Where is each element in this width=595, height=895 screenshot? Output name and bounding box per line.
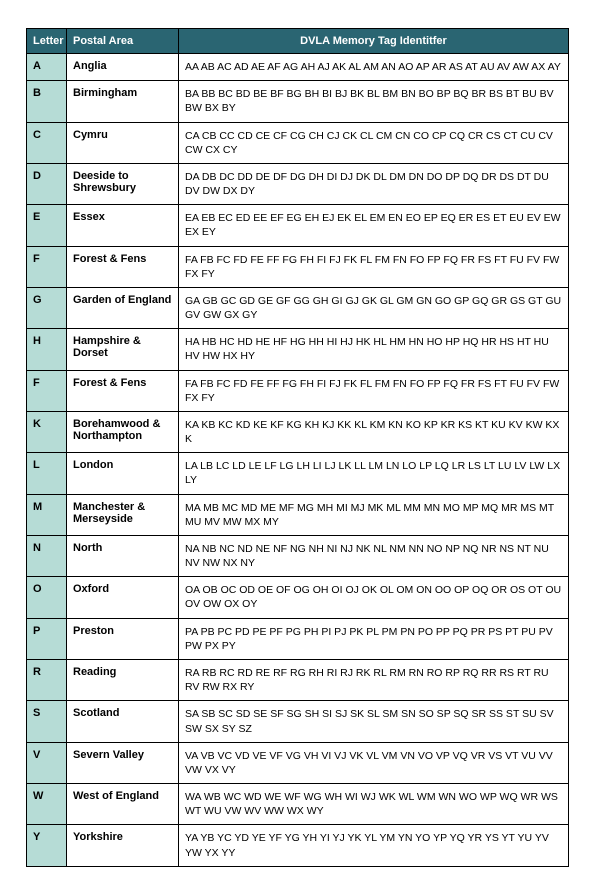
table-row: FForest & FensFA FB FC FD FE FF FG FH FI…: [27, 370, 569, 411]
cell-area: Anglia: [67, 54, 179, 81]
cell-letter: O: [27, 577, 67, 618]
cell-tags: RA RB RC RD RE RF RG RH RI RJ RK RL RM R…: [179, 659, 569, 700]
cell-tags: NA NB NC ND NE NF NG NH NI NJ NK NL NM N…: [179, 535, 569, 576]
cell-tags: CA CB CC CD CE CF CG CH CJ CK CL CM CN C…: [179, 122, 569, 163]
cell-letter: W: [27, 784, 67, 825]
table-row: GGarden of EnglandGA GB GC GD GE GF GG G…: [27, 287, 569, 328]
cell-area: Yorkshire: [67, 825, 179, 866]
cell-tags: LA LB LC LD LE LF LG LH LI LJ LK LL LM L…: [179, 453, 569, 494]
table-row: AAngliaAA AB AC AD AE AF AG AH AJ AK AL …: [27, 54, 569, 81]
table-row: HHampshire & DorsetHA HB HC HD HE HF HG …: [27, 329, 569, 370]
cell-area: Essex: [67, 205, 179, 246]
cell-letter: F: [27, 370, 67, 411]
table-body: AAngliaAA AB AC AD AE AF AG AH AJ AK AL …: [27, 54, 569, 867]
cell-letter: S: [27, 701, 67, 742]
table-row: MManchester & MerseysideMA MB MC MD ME M…: [27, 494, 569, 535]
header-tag: DVLA Memory Tag Identitfer: [179, 29, 569, 54]
table-row: BBirminghamBA BB BC BD BE BF BG BH BI BJ…: [27, 81, 569, 122]
table-row: VSevern ValleyVA VB VC VD VE VF VG VH VI…: [27, 742, 569, 783]
cell-tags: BA BB BC BD BE BF BG BH BI BJ BK BL BM B…: [179, 81, 569, 122]
table-row: DDeeside to ShrewsburyDA DB DC DD DE DF …: [27, 163, 569, 204]
table-row: LLondonLA LB LC LD LE LF LG LH LI LJ LK …: [27, 453, 569, 494]
cell-area: West of England: [67, 784, 179, 825]
cell-area: North: [67, 535, 179, 576]
cell-area: Manchester & Merseyside: [67, 494, 179, 535]
cell-tags: VA VB VC VD VE VF VG VH VI VJ VK VL VM V…: [179, 742, 569, 783]
cell-letter: B: [27, 81, 67, 122]
table-row: KBorehamwood & NorthamptonKA KB KC KD KE…: [27, 411, 569, 452]
cell-letter: P: [27, 618, 67, 659]
cell-tags: FA FB FC FD FE FF FG FH FI FJ FK FL FM F…: [179, 370, 569, 411]
cell-tags: KA KB KC KD KE KF KG KH KJ KK KL KM KN K…: [179, 411, 569, 452]
cell-tags: YA YB YC YD YE YF YG YH YI YJ YK YL YM Y…: [179, 825, 569, 866]
cell-tags: FA FB FC FD FE FF FG FH FI FJ FK FL FM F…: [179, 246, 569, 287]
cell-letter: L: [27, 453, 67, 494]
table-row: OOxfordOA OB OC OD OE OF OG OH OI OJ OK …: [27, 577, 569, 618]
cell-letter: Y: [27, 825, 67, 866]
header-area: Postal Area: [67, 29, 179, 54]
cell-area: Hampshire & Dorset: [67, 329, 179, 370]
page: Letter Postal Area DVLA Memory Tag Ident…: [0, 0, 595, 895]
cell-letter: C: [27, 122, 67, 163]
header-row: Letter Postal Area DVLA Memory Tag Ident…: [27, 29, 569, 54]
table-row: PPrestonPA PB PC PD PE PF PG PH PI PJ PK…: [27, 618, 569, 659]
cell-area: Scotland: [67, 701, 179, 742]
cell-area: Forest & Fens: [67, 246, 179, 287]
cell-letter: G: [27, 287, 67, 328]
table-row: WWest of EnglandWA WB WC WD WE WF WG WH …: [27, 784, 569, 825]
cell-letter: D: [27, 163, 67, 204]
cell-tags: MA MB MC MD ME MF MG MH MI MJ MK ML MM M…: [179, 494, 569, 535]
cell-tags: OA OB OC OD OE OF OG OH OI OJ OK OL OM O…: [179, 577, 569, 618]
cell-letter: R: [27, 659, 67, 700]
table-row: SScotlandSA SB SC SD SE SF SG SH SI SJ S…: [27, 701, 569, 742]
cell-tags: DA DB DC DD DE DF DG DH DI DJ DK DL DM D…: [179, 163, 569, 204]
table-row: FForest & FensFA FB FC FD FE FF FG FH FI…: [27, 246, 569, 287]
table-row: NNorthNA NB NC ND NE NF NG NH NI NJ NK N…: [27, 535, 569, 576]
cell-area: Garden of England: [67, 287, 179, 328]
cell-letter: K: [27, 411, 67, 452]
cell-letter: V: [27, 742, 67, 783]
cell-tags: GA GB GC GD GE GF GG GH GI GJ GK GL GM G…: [179, 287, 569, 328]
cell-area: Cymru: [67, 122, 179, 163]
cell-area: Reading: [67, 659, 179, 700]
cell-area: Borehamwood & Northampton: [67, 411, 179, 452]
table-row: YYorkshireYA YB YC YD YE YF YG YH YI YJ …: [27, 825, 569, 866]
cell-letter: H: [27, 329, 67, 370]
dvla-table: Letter Postal Area DVLA Memory Tag Ident…: [26, 28, 569, 867]
cell-area: London: [67, 453, 179, 494]
cell-letter: M: [27, 494, 67, 535]
cell-tags: SA SB SC SD SE SF SG SH SI SJ SK SL SM S…: [179, 701, 569, 742]
cell-area: Forest & Fens: [67, 370, 179, 411]
cell-letter: N: [27, 535, 67, 576]
cell-area: Severn Valley: [67, 742, 179, 783]
cell-letter: A: [27, 54, 67, 81]
cell-tags: WA WB WC WD WE WF WG WH WI WJ WK WL WM W…: [179, 784, 569, 825]
cell-tags: AA AB AC AD AE AF AG AH AJ AK AL AM AN A…: [179, 54, 569, 81]
cell-area: Deeside to Shrewsbury: [67, 163, 179, 204]
table-row: EEssexEA EB EC ED EE EF EG EH EJ EK EL E…: [27, 205, 569, 246]
cell-tags: PA PB PC PD PE PF PG PH PI PJ PK PL PM P…: [179, 618, 569, 659]
cell-tags: HA HB HC HD HE HF HG HH HI HJ HK HL HM H…: [179, 329, 569, 370]
cell-area: Birmingham: [67, 81, 179, 122]
table-row: RReadingRA RB RC RD RE RF RG RH RI RJ RK…: [27, 659, 569, 700]
cell-letter: E: [27, 205, 67, 246]
table-row: CCymruCA CB CC CD CE CF CG CH CJ CK CL C…: [27, 122, 569, 163]
cell-area: Oxford: [67, 577, 179, 618]
cell-tags: EA EB EC ED EE EF EG EH EJ EK EL EM EN E…: [179, 205, 569, 246]
cell-area: Preston: [67, 618, 179, 659]
header-letter: Letter: [27, 29, 67, 54]
cell-letter: F: [27, 246, 67, 287]
